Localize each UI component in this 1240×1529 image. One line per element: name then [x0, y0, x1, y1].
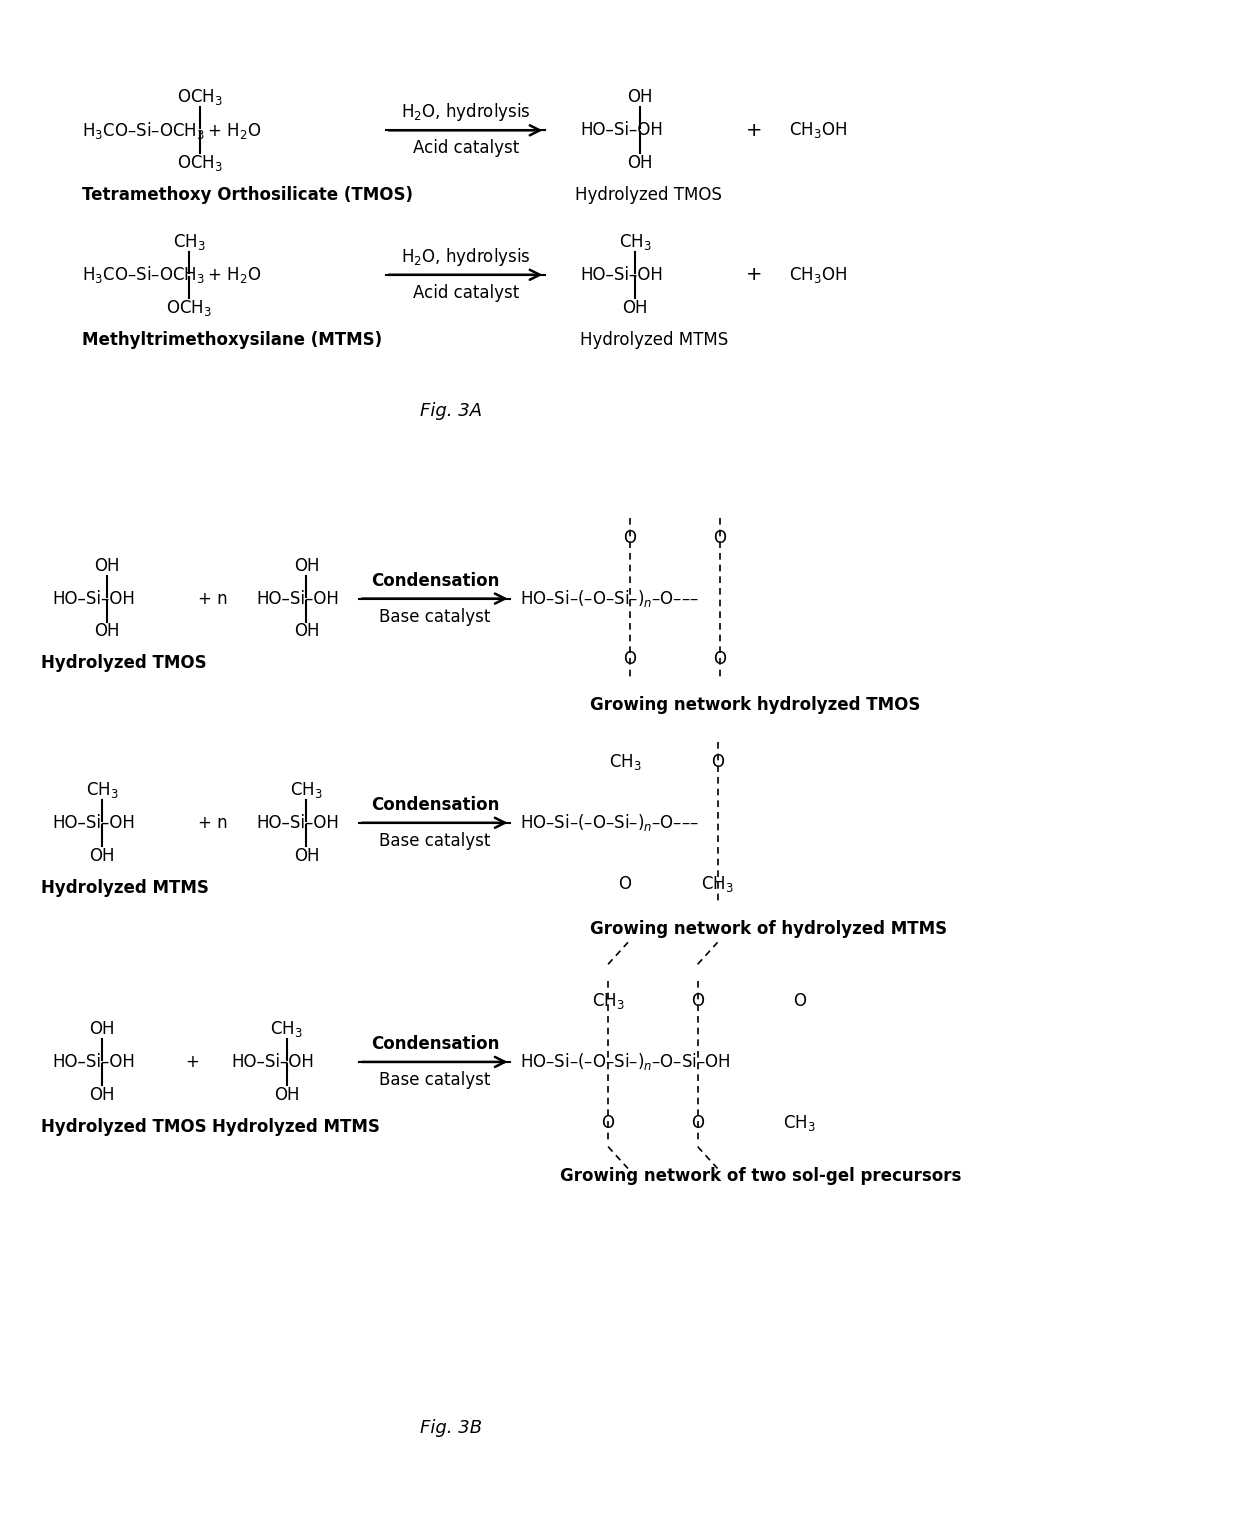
- Text: Hydrolyzed MTMS: Hydrolyzed MTMS: [580, 330, 728, 349]
- Text: OH: OH: [627, 154, 652, 173]
- Text: HO–Si–OH: HO–Si–OH: [52, 813, 135, 832]
- Text: CH$_3$: CH$_3$: [591, 991, 625, 1011]
- Text: Tetramethoxy Orthosilicate (TMOS): Tetramethoxy Orthosilicate (TMOS): [82, 187, 413, 203]
- Text: OCH$_3$: OCH$_3$: [177, 87, 223, 107]
- Text: HO–Si–OH: HO–Si–OH: [52, 1053, 135, 1070]
- Text: + n: + n: [198, 590, 227, 607]
- Text: O: O: [619, 875, 631, 893]
- Text: HO–Si–OH: HO–Si–OH: [580, 121, 663, 139]
- Text: Methyltrimethoxysilane (MTMS): Methyltrimethoxysilane (MTMS): [82, 330, 383, 349]
- Text: OH: OH: [94, 557, 120, 575]
- Text: O: O: [601, 1113, 615, 1131]
- Text: OH: OH: [94, 622, 120, 641]
- Text: OH: OH: [89, 847, 115, 865]
- Text: Condensation: Condensation: [371, 572, 498, 590]
- Text: O: O: [691, 1113, 704, 1131]
- Text: Base catalyst: Base catalyst: [379, 607, 491, 625]
- Text: H$_3$CO–Si–OCH$_3$ + H$_2$O: H$_3$CO–Si–OCH$_3$ + H$_2$O: [82, 265, 262, 286]
- Text: HO–Si–OH: HO–Si–OH: [580, 266, 663, 284]
- Text: CH$_3$OH: CH$_3$OH: [789, 121, 847, 141]
- Text: CH$_3$: CH$_3$: [86, 780, 119, 800]
- Text: CH$_3$: CH$_3$: [782, 1113, 816, 1133]
- Text: HO–Si–OH: HO–Si–OH: [257, 590, 340, 607]
- Text: H$_2$O, hydrolysis: H$_2$O, hydrolysis: [401, 101, 531, 124]
- Text: OH: OH: [294, 847, 319, 865]
- Text: CH$_3$: CH$_3$: [172, 232, 206, 252]
- Text: CH$_3$: CH$_3$: [701, 873, 734, 893]
- Text: Condensation: Condensation: [371, 797, 498, 813]
- Text: O: O: [713, 529, 727, 547]
- Text: OH: OH: [622, 298, 647, 317]
- Text: HO–Si–(–O–Si–)$_n$–O–Si–OH: HO–Si–(–O–Si–)$_n$–O–Si–OH: [521, 1052, 732, 1072]
- Text: H$_2$O, hydrolysis: H$_2$O, hydrolysis: [401, 246, 531, 268]
- Text: H$_3$CO–Si–OCH$_3$ + H$_2$O: H$_3$CO–Si–OCH$_3$ + H$_2$O: [82, 119, 262, 141]
- Text: O: O: [624, 650, 636, 668]
- Text: OH: OH: [274, 1086, 299, 1104]
- Text: Fig. 3A: Fig. 3A: [419, 402, 482, 420]
- Text: CH$_3$: CH$_3$: [609, 752, 641, 772]
- Text: O: O: [711, 752, 724, 771]
- Text: CH$_3$: CH$_3$: [270, 1018, 303, 1040]
- Text: Hydrolyzed TMOS: Hydrolyzed TMOS: [575, 187, 722, 203]
- Text: + n: + n: [198, 813, 227, 832]
- Text: Growing network of two sol-gel precursors: Growing network of two sol-gel precursor…: [560, 1168, 962, 1185]
- Text: O: O: [792, 992, 806, 1011]
- Text: Hydrolyzed MTMS: Hydrolyzed MTMS: [212, 1118, 379, 1136]
- Text: Hydrolyzed TMOS: Hydrolyzed TMOS: [41, 654, 206, 673]
- Text: HO–Si–(–O–Si–)$_n$–O–––: HO–Si–(–O–Si–)$_n$–O–––: [521, 589, 699, 609]
- Text: Growing network of hydrolyzed MTMS: Growing network of hydrolyzed MTMS: [590, 920, 947, 939]
- Text: Growing network hydrolyzed TMOS: Growing network hydrolyzed TMOS: [590, 696, 920, 714]
- Text: HO–Si–OH: HO–Si–OH: [52, 590, 135, 607]
- Text: Base catalyst: Base catalyst: [379, 832, 491, 850]
- Text: CH$_3$: CH$_3$: [290, 780, 322, 800]
- Text: HO–Si–OH: HO–Si–OH: [232, 1053, 315, 1070]
- Text: O: O: [624, 529, 636, 547]
- Text: Hydrolyzed MTMS: Hydrolyzed MTMS: [41, 879, 208, 896]
- Text: +: +: [185, 1053, 198, 1070]
- Text: O: O: [713, 650, 727, 668]
- Text: HO–Si–OH: HO–Si–OH: [257, 813, 340, 832]
- Text: OCH$_3$: OCH$_3$: [166, 298, 212, 318]
- Text: OH: OH: [294, 557, 319, 575]
- Text: Base catalyst: Base catalyst: [379, 1070, 491, 1089]
- Text: OH: OH: [627, 89, 652, 107]
- Text: +: +: [746, 266, 763, 284]
- Text: OH: OH: [294, 622, 319, 641]
- Text: OH: OH: [89, 1020, 115, 1038]
- Text: CH$_3$OH: CH$_3$OH: [789, 265, 847, 284]
- Text: O: O: [691, 992, 704, 1011]
- Text: Fig. 3B: Fig. 3B: [419, 1419, 482, 1437]
- Text: Acid catalyst: Acid catalyst: [413, 139, 518, 157]
- Text: OH: OH: [89, 1086, 115, 1104]
- Text: Acid catalyst: Acid catalyst: [413, 284, 518, 301]
- Text: Condensation: Condensation: [371, 1035, 498, 1053]
- Text: +: +: [746, 121, 763, 139]
- Text: HO–Si–(–O–Si–)$_n$–O–––: HO–Si–(–O–Si–)$_n$–O–––: [521, 812, 699, 833]
- Text: OCH$_3$: OCH$_3$: [177, 153, 223, 173]
- Text: CH$_3$: CH$_3$: [619, 232, 651, 252]
- Text: Hydrolyzed TMOS: Hydrolyzed TMOS: [41, 1118, 206, 1136]
